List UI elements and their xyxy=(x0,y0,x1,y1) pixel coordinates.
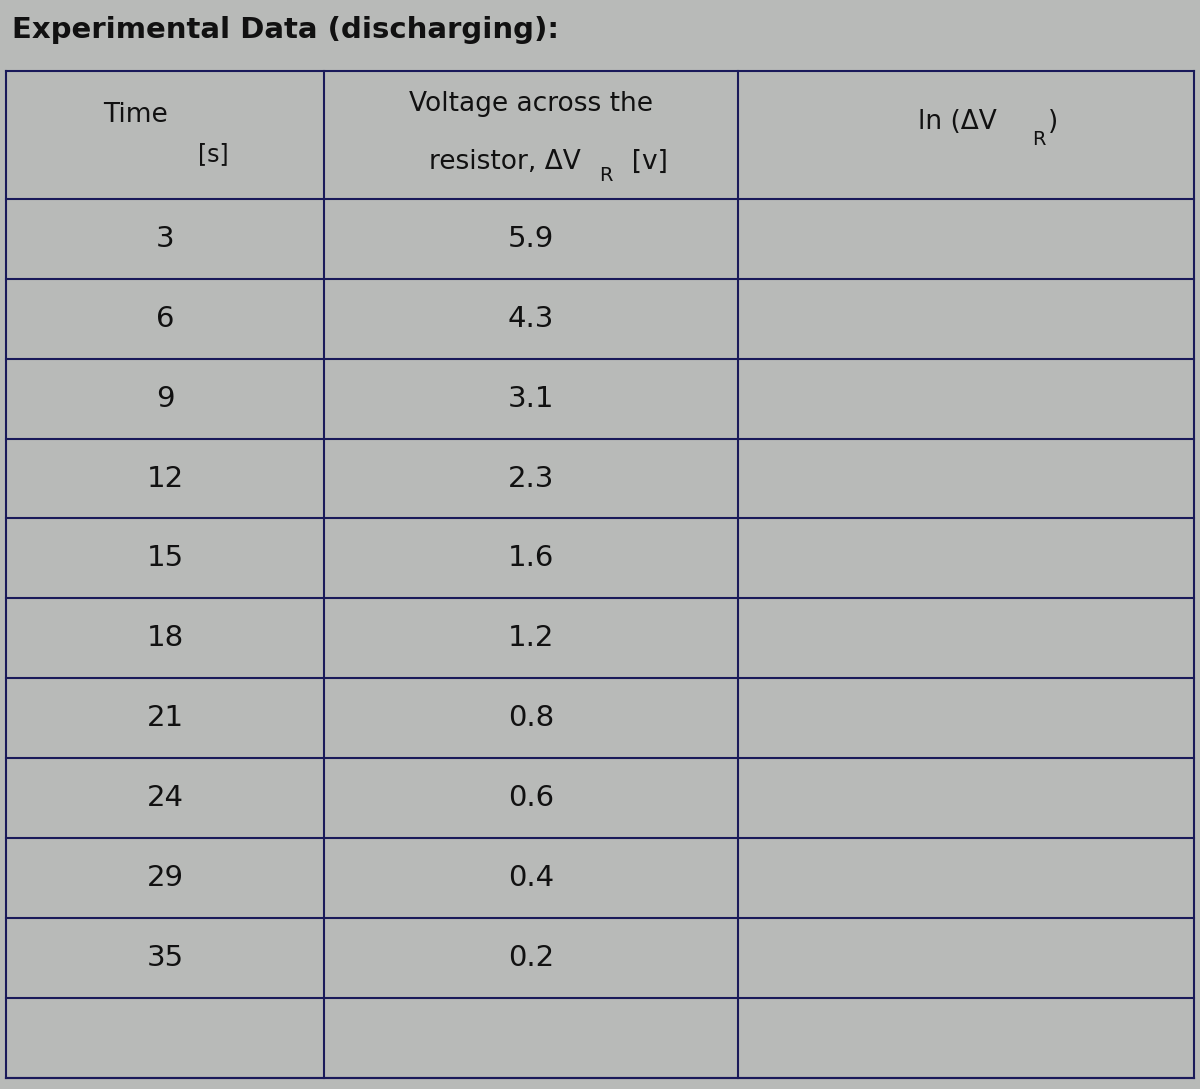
Text: ): ) xyxy=(1048,109,1058,135)
Text: 24: 24 xyxy=(146,784,184,812)
Text: 0.8: 0.8 xyxy=(508,705,554,732)
Text: 1.6: 1.6 xyxy=(508,544,554,573)
Text: 0.4: 0.4 xyxy=(508,865,554,892)
Text: 35: 35 xyxy=(146,944,184,972)
Text: 18: 18 xyxy=(146,624,184,652)
Text: Time: Time xyxy=(103,102,167,129)
Text: 21: 21 xyxy=(146,705,184,732)
Text: 12: 12 xyxy=(146,465,184,492)
Text: 3.1: 3.1 xyxy=(508,384,554,413)
Text: 4.3: 4.3 xyxy=(508,305,554,332)
Text: [s]: [s] xyxy=(198,143,228,167)
Text: 6: 6 xyxy=(156,305,174,332)
Text: Experimental Data (discharging):: Experimental Data (discharging): xyxy=(12,16,559,45)
Text: 5.9: 5.9 xyxy=(508,224,554,253)
Text: 9: 9 xyxy=(156,384,174,413)
Text: 15: 15 xyxy=(146,544,184,573)
Text: resistor, ΔV: resistor, ΔV xyxy=(430,149,581,175)
Text: 3: 3 xyxy=(156,224,174,253)
Text: 1.2: 1.2 xyxy=(508,624,554,652)
Text: R: R xyxy=(1032,130,1045,148)
Text: 29: 29 xyxy=(146,865,184,892)
Text: R: R xyxy=(600,166,613,184)
Text: ln (ΔV: ln (ΔV xyxy=(918,109,997,135)
Text: 0.6: 0.6 xyxy=(508,784,554,812)
Text: 2.3: 2.3 xyxy=(508,465,554,492)
Text: [v]: [v] xyxy=(616,149,668,175)
Text: Voltage across the: Voltage across the xyxy=(409,91,653,118)
Text: 0.2: 0.2 xyxy=(508,944,554,972)
